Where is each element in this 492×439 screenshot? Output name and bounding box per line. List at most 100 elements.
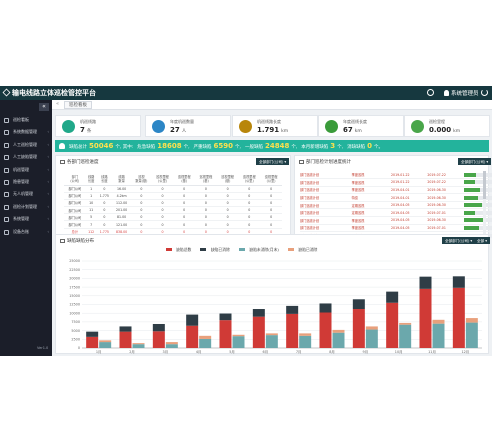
bar-3-6[interactable] [299, 333, 312, 336]
legend-item[interactable]: 缺陷未消除(月末) [238, 247, 282, 252]
card-unit: km [354, 129, 362, 134]
bar-2-5[interactable] [265, 335, 278, 348]
bar-0-3[interactable] [186, 325, 199, 348]
bar-0-5[interactable] [252, 316, 265, 348]
bar-2-0[interactable] [99, 342, 112, 348]
bar-3-1[interactable] [132, 343, 145, 345]
bar-2-4[interactable] [232, 336, 245, 348]
bar-2-8[interactable] [365, 329, 378, 348]
bar-1-9[interactable] [386, 291, 399, 303]
sidebar-item-2[interactable]: 人工巡检管理 ‹ [0, 139, 52, 151]
x-tick-label: 10月 [395, 350, 403, 354]
bar-3-11[interactable] [465, 318, 478, 323]
plan-dept-select[interactable]: 全部部门(公司)▾ [458, 158, 492, 165]
table-row[interactable]: 部门公司 11 0 201.00 0 0 0 0 0 0 0 [64, 206, 282, 215]
sidebar-item-1[interactable]: 系统数据管理 ‹ [0, 126, 52, 138]
vertical-scrollbar[interactable] [483, 171, 486, 239]
table-row[interactable]: 部门公司 1 0 16.00 0 0 0 0 0 0 0 [64, 185, 282, 193]
list-item[interactable]: 部门巡线计划 季度巡视 2019-01-22 2019-07-22 [300, 171, 492, 180]
bar-2-1[interactable] [132, 344, 145, 348]
bar-0-2[interactable] [152, 331, 165, 348]
sidebar-item-0[interactable]: 巡检看板 [0, 114, 52, 126]
scrollbar-thumb[interactable] [483, 171, 486, 199]
progress-bar [463, 203, 492, 208]
bar-2-7[interactable] [332, 332, 345, 348]
chart-dept-select[interactable]: 全部部门(公司)▾ [442, 237, 476, 244]
bar-1-4[interactable] [219, 313, 232, 321]
legend-item[interactable]: 缺陷已消除 [287, 247, 320, 252]
sidebar-toggle-button[interactable]: « [39, 103, 49, 111]
bar-1-7[interactable] [319, 303, 332, 313]
sidebar-item-5[interactable]: 隐患管理 ‹ [0, 176, 52, 188]
progress-dept-select[interactable]: 全部部门(公司)▾ [256, 158, 290, 165]
bar-1-3[interactable] [186, 314, 199, 326]
bar-1-10[interactable] [419, 276, 432, 289]
bar-0-8[interactable] [352, 309, 365, 348]
progress-bar [463, 218, 492, 223]
sidebar-item-8[interactable]: 系统管理 ‹ [0, 213, 52, 225]
user-menu[interactable]: 系统管理员 [444, 89, 479, 97]
sidebar-item-9[interactable]: 设备台账 ‹ [0, 226, 52, 238]
table-row[interactable]: 部门公司 5 0 81.00 0 0 0 0 0 0 0 [64, 213, 282, 222]
bar-1-5[interactable] [252, 309, 265, 317]
bar-1-2[interactable] [152, 323, 165, 332]
legend-item[interactable]: 缺陷总数 [165, 247, 195, 252]
bar-3-7[interactable] [332, 329, 345, 333]
list-item[interactable]: 部门巡线计划 定期巡视 2019-04-05 2019-06-30 [300, 201, 492, 210]
list-item[interactable]: 部门巡线计划 定期巡视 2019-04-05 2019-07-01 [300, 208, 492, 218]
bar-3-8[interactable] [365, 326, 378, 330]
bar-1-0[interactable] [86, 331, 99, 337]
bar-3-9[interactable] [399, 322, 412, 325]
list-item[interactable]: 部门巡线计划 季度巡视 2019-04-05 2019-06-30 [300, 216, 492, 225]
drop-icon [239, 120, 252, 133]
bar-2-3[interactable] [199, 338, 212, 348]
bar-0-9[interactable] [386, 302, 399, 348]
list-item[interactable]: 部门巡线计划 季度巡视 2019-04-01 2019-06-30 [300, 186, 492, 195]
bar-0-1[interactable] [119, 331, 132, 348]
plan-panel-title-text: 部门巡检计划进度统计 [306, 160, 351, 165]
globe-icon[interactable] [427, 89, 434, 96]
plan-start-date: 2019-01-22 [391, 171, 428, 180]
tab-dashboard[interactable]: 巡检看板 [64, 101, 92, 109]
list-item[interactable]: 部门巡线计划 季度巡视 2019-01-22 2019-07-22 [300, 178, 492, 187]
sidebar-item-6[interactable]: 无人机管理 ‹ [0, 188, 52, 200]
bar-2-11[interactable] [465, 322, 478, 348]
sidebar-item-3[interactable]: 人工缺陷管理 ‹ [0, 151, 52, 163]
bar-1-1[interactable] [119, 326, 132, 332]
bar-3-0[interactable] [99, 340, 112, 343]
bar-3-5[interactable] [265, 333, 278, 336]
card-value-number: 27 [170, 126, 180, 134]
bar-3-3[interactable] [199, 335, 212, 339]
power-icon[interactable] [481, 89, 488, 96]
bar-0-0[interactable] [86, 336, 99, 348]
bar-0-11[interactable] [452, 287, 465, 348]
table-header-cell: 巡视里程 (公里) [151, 173, 174, 186]
chart-type-select[interactable]: 全部▾ [474, 237, 490, 244]
legend-item[interactable]: 缺陷已消除 [200, 247, 232, 252]
list-item[interactable]: 部门巡线计划 特巡 2019-04-01 2019-06-30 [300, 193, 492, 202]
bar-1-6[interactable] [286, 305, 299, 314]
list-item[interactable]: 部门巡线计划 季度巡视 2019-04-05 2019-07-01 [300, 224, 492, 233]
tab-bar: « 巡检看板 [52, 100, 492, 110]
bar-1-11[interactable] [452, 276, 465, 288]
bar-3-2[interactable] [165, 342, 178, 345]
bar-0-7[interactable] [319, 312, 332, 348]
x-tick-label: 3月 [163, 350, 169, 354]
table-row[interactable]: 部门公司 1 1.775 4.2km 0 0 0 0 0 0 0 [64, 192, 282, 200]
plan-end-date: 2019-07-22 [427, 171, 464, 180]
table-row[interactable]: 部门公司 10 0 112.00 0 0 0 0 0 0 0 [64, 199, 282, 208]
bar-0-6[interactable] [286, 313, 299, 348]
bar-3-4[interactable] [232, 334, 245, 337]
tab-scroll-left-icon[interactable]: « [56, 101, 60, 107]
bar-3-10[interactable] [432, 319, 445, 324]
table-row[interactable]: 部门公司 7 0 121.00 0 0 0 0 0 0 0 [64, 220, 282, 229]
bar-2-10[interactable] [432, 323, 445, 348]
sidebar-item-7[interactable]: 巡检计划管理 ‹ [0, 201, 52, 213]
bar-0-4[interactable] [219, 320, 232, 348]
bar-1-8[interactable] [352, 299, 365, 310]
bar-2-2[interactable] [165, 344, 178, 348]
bar-0-10[interactable] [419, 288, 432, 348]
sidebar-item-4[interactable]: 机巡管理 ‹ [0, 164, 52, 176]
bar-2-9[interactable] [399, 324, 412, 348]
bar-2-6[interactable] [299, 335, 312, 348]
